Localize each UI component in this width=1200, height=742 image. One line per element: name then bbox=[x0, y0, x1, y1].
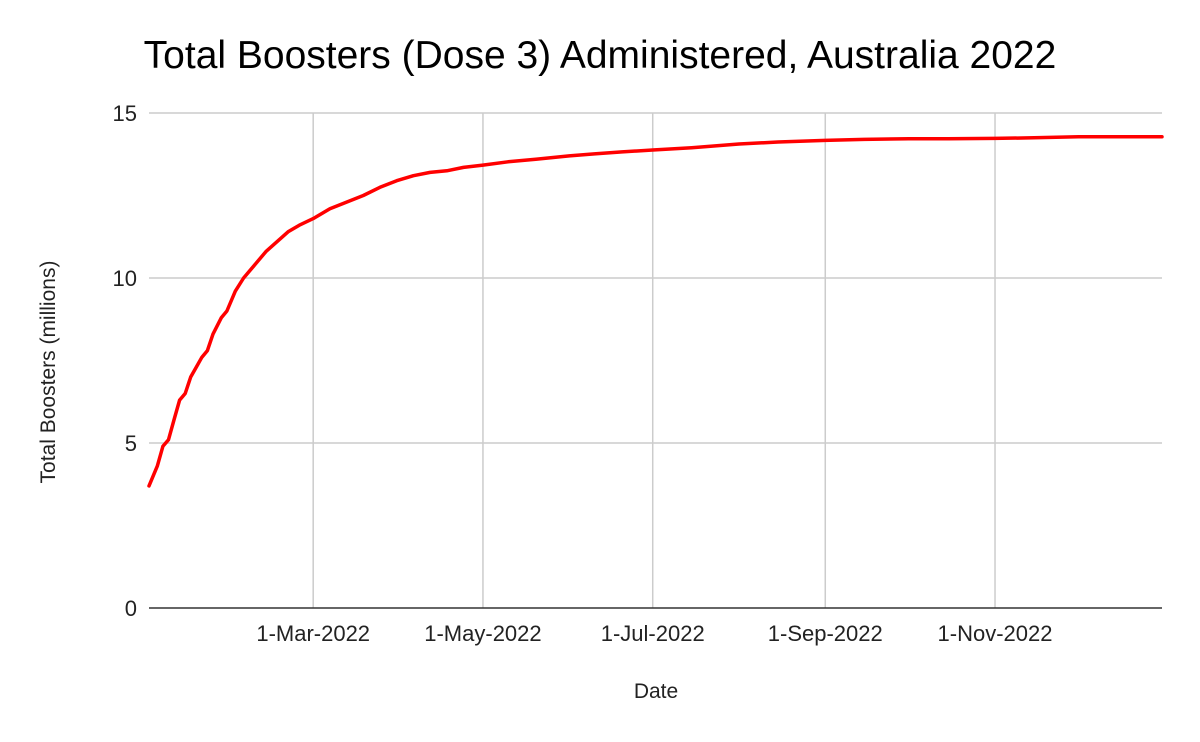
y-tick-label: 10 bbox=[113, 266, 137, 291]
chart-title: Total Boosters (Dose 3) Administered, Au… bbox=[144, 34, 1057, 77]
y-tick-label: 0 bbox=[125, 596, 137, 621]
series-line bbox=[147, 135, 1164, 488]
tick-labels: 0 5 10 15 1-Mar-2022 1-May-2022 1-Jul-2022 1-Se… bbox=[113, 101, 1053, 646]
x-tick-label: 1-May-2022 bbox=[424, 621, 541, 646]
y-axis-label: Total Boosters (millions) bbox=[37, 261, 60, 484]
x-axis-label: Date bbox=[634, 680, 678, 703]
y-tick-label: 5 bbox=[125, 431, 137, 456]
x-tick-label: 1-Sep-2022 bbox=[768, 621, 883, 646]
x-tick-label: 1-Mar-2022 bbox=[256, 621, 370, 646]
series-layer bbox=[147, 135, 1164, 488]
gridlines bbox=[149, 112, 1162, 608]
x-tick-label: 1-Nov-2022 bbox=[938, 621, 1053, 646]
x-tick-label: 1-Jul-2022 bbox=[601, 621, 705, 646]
y-tick-label: 15 bbox=[113, 101, 137, 126]
